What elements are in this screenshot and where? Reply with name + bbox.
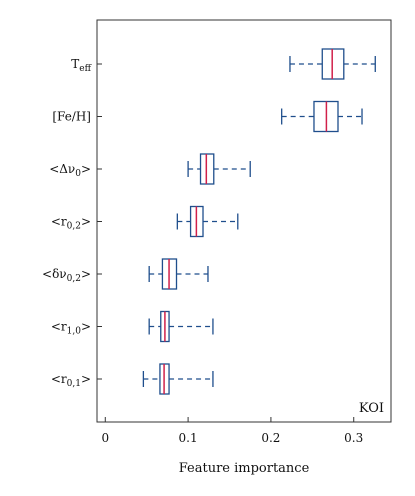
label-close: > [81, 372, 91, 386]
label-close: > [81, 320, 91, 334]
category-label-r01: <r0,1> [51, 372, 91, 389]
category-label-r02: <r0,2> [51, 215, 91, 232]
label-close: > [81, 267, 91, 281]
label-base: <r [51, 320, 67, 334]
label-base: <Δν [49, 162, 75, 176]
label-close: > [81, 215, 91, 229]
iqr-box [199, 153, 215, 185]
label-base: <r [51, 215, 67, 229]
x-tick-label: 0.1 [179, 431, 198, 445]
koi-annotation: KOI [359, 401, 384, 416]
x-axis-label: Feature importance [179, 461, 310, 476]
x-tick-label: 0.2 [261, 431, 280, 445]
box-delta-nu0 [187, 153, 251, 185]
box-r10 [148, 310, 214, 343]
box-teff [289, 48, 376, 80]
category-label-teff: Teff [71, 57, 91, 74]
category-label-small-delta-nu02: <δν0,2> [42, 267, 91, 284]
label-subscript: 0,2 [67, 222, 81, 232]
x-tick-label: 0 [101, 431, 109, 445]
label-base: <δν [42, 267, 67, 281]
iqr-box [321, 48, 345, 80]
label-close: > [81, 162, 91, 176]
label-subscript: 1,0 [67, 327, 82, 337]
x-tick-label: 0.3 [344, 431, 363, 445]
label-base: T [71, 57, 79, 71]
label-subscript: eff [79, 64, 91, 74]
box-r01 [142, 363, 214, 395]
label-subscript: 0,2 [67, 274, 81, 284]
box-small-delta-nu02 [148, 258, 209, 290]
box-r02 [176, 205, 239, 238]
x-axis: 0 0.1 0.2 0.3 [101, 417, 363, 445]
boxplot-series [142, 48, 376, 395]
plot-frame [96, 19, 392, 423]
label-base: [Fe/H] [52, 110, 91, 124]
category-label-r10: <r1,0> [51, 320, 91, 337]
box-feh [281, 100, 363, 133]
category-label-delta-nu0: <Δν0> [49, 162, 91, 179]
category-label-feh: [Fe/H] [52, 110, 91, 124]
label-base: <r [51, 372, 67, 386]
label-subscript: 0,1 [67, 379, 81, 389]
category-labels: Teff[Fe/H]<Δν0><r0,2><δν0,2><r1,0><r0,1> [42, 57, 102, 389]
label-subscript: 0 [75, 169, 81, 179]
